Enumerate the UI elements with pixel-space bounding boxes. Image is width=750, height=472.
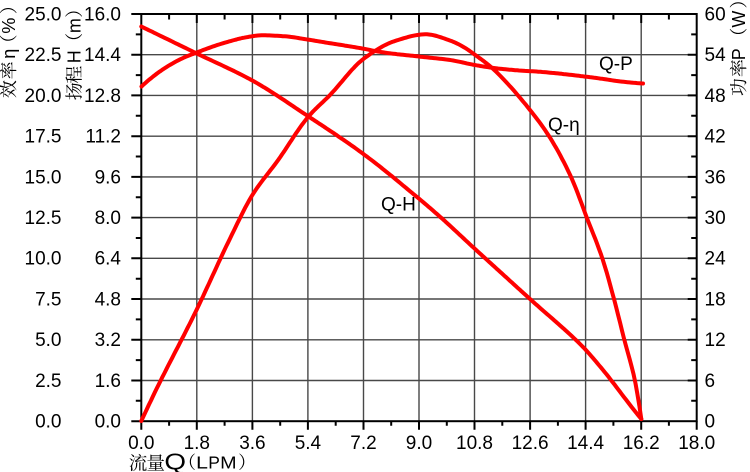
svg-text:18: 18 bbox=[705, 289, 726, 310]
svg-text:6.4: 6.4 bbox=[95, 249, 122, 270]
svg-text:60: 60 bbox=[705, 4, 726, 25]
svg-text:0.0: 0.0 bbox=[128, 433, 154, 454]
svg-text:W: W bbox=[729, 11, 749, 28]
svg-text:%: % bbox=[0, 18, 19, 34]
svg-text:54: 54 bbox=[705, 45, 727, 66]
svg-text:42: 42 bbox=[705, 127, 726, 148]
svg-text:m: m bbox=[65, 18, 85, 33]
svg-text:12: 12 bbox=[705, 330, 726, 351]
svg-text:10.0: 10.0 bbox=[25, 249, 62, 270]
svg-text:16.2: 16.2 bbox=[623, 433, 660, 454]
svg-text:9.0: 9.0 bbox=[406, 433, 432, 454]
svg-text:Q-H: Q-H bbox=[381, 194, 416, 215]
svg-text:9.6: 9.6 bbox=[95, 167, 121, 188]
svg-text:7.2: 7.2 bbox=[350, 433, 376, 454]
svg-text:36: 36 bbox=[705, 167, 726, 188]
svg-text:H: H bbox=[65, 50, 85, 63]
svg-text:16.0: 16.0 bbox=[84, 4, 121, 25]
svg-text:3.6: 3.6 bbox=[239, 433, 265, 454]
svg-text:5.0: 5.0 bbox=[35, 330, 61, 351]
svg-text:M: M bbox=[220, 453, 236, 472]
svg-text:4.8: 4.8 bbox=[95, 289, 121, 310]
svg-text:P: P bbox=[729, 48, 749, 60]
svg-text:3.2: 3.2 bbox=[95, 330, 121, 351]
svg-text:P: P bbox=[208, 453, 220, 472]
svg-text:6: 6 bbox=[705, 371, 716, 392]
svg-text:Q: Q bbox=[164, 450, 186, 472]
svg-text:12.8: 12.8 bbox=[84, 86, 121, 107]
svg-text:0.0: 0.0 bbox=[95, 412, 121, 433]
svg-text:14.4: 14.4 bbox=[84, 45, 121, 66]
svg-text:25.0: 25.0 bbox=[25, 4, 62, 25]
svg-text:0: 0 bbox=[705, 412, 716, 433]
svg-text:Q-η: Q-η bbox=[548, 115, 580, 136]
svg-text:1.8: 1.8 bbox=[184, 433, 210, 454]
svg-text:1.6: 1.6 bbox=[95, 371, 121, 392]
svg-text:2.5: 2.5 bbox=[35, 371, 61, 392]
svg-text:15.0: 15.0 bbox=[25, 167, 62, 188]
svg-text:18.0: 18.0 bbox=[678, 433, 715, 454]
svg-text:48: 48 bbox=[705, 86, 726, 107]
svg-text:7.5: 7.5 bbox=[35, 289, 61, 310]
svg-text:8.0: 8.0 bbox=[95, 208, 121, 229]
svg-text:η: η bbox=[0, 49, 19, 59]
svg-text:24: 24 bbox=[705, 249, 727, 270]
svg-text:10.8: 10.8 bbox=[456, 433, 493, 454]
svg-text:17.5: 17.5 bbox=[25, 127, 62, 148]
svg-text:22.5: 22.5 bbox=[25, 45, 62, 66]
svg-text:Q-P: Q-P bbox=[599, 54, 633, 75]
svg-text:0.0: 0.0 bbox=[35, 412, 61, 433]
svg-text:20.0: 20.0 bbox=[25, 86, 62, 107]
svg-text:12.5: 12.5 bbox=[25, 208, 62, 229]
svg-text:30: 30 bbox=[705, 208, 726, 229]
svg-text:14.4: 14.4 bbox=[567, 433, 604, 454]
svg-text:5.4: 5.4 bbox=[295, 433, 322, 454]
svg-text:L: L bbox=[196, 453, 208, 472]
svg-text:11.2: 11.2 bbox=[85, 127, 121, 148]
svg-text:12.6: 12.6 bbox=[512, 433, 549, 454]
